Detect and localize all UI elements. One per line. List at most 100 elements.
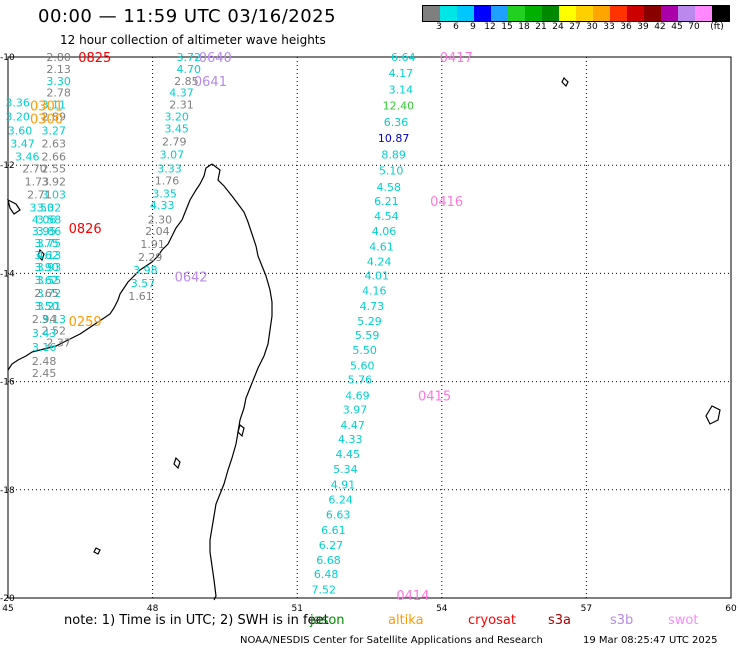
wave-height-label: 3.58 bbox=[37, 213, 62, 226]
wave-height-label: 3.27 bbox=[42, 125, 67, 138]
wave-height-label: 6.64 bbox=[391, 51, 416, 64]
wave-height-label: 3.45 bbox=[164, 122, 189, 135]
color-scale-tick: 30 bbox=[586, 22, 598, 32]
color-scale-swatch bbox=[593, 6, 610, 21]
wave-height-label: 4.33 bbox=[338, 433, 363, 446]
wave-height-label: 4.47 bbox=[340, 419, 365, 432]
y-tick-label: -14 bbox=[0, 269, 15, 279]
tromelin-island bbox=[561, 76, 569, 88]
pass-time-label: 0417 bbox=[440, 51, 473, 66]
pass-time-label: 0825 bbox=[78, 51, 111, 66]
wave-height-label: 4.73 bbox=[360, 300, 385, 313]
wave-height-label: 3.50 bbox=[34, 300, 59, 313]
generation-timestamp: 19 Mar 08:25:47 UTC 2025 bbox=[583, 635, 718, 646]
pass-time-label: 0301 bbox=[30, 100, 63, 115]
map-frame bbox=[7, 56, 732, 599]
footer-note: note: 1) Time is in UTC; 2) SWH is in fe… bbox=[64, 613, 329, 628]
y-tick-label: -18 bbox=[0, 486, 15, 496]
wave-height-label: 3.93 bbox=[37, 261, 62, 274]
wave-height-label: 3.90 bbox=[34, 261, 59, 274]
wave-height-label: 6.61 bbox=[321, 524, 346, 537]
x-tick-label: 48 bbox=[147, 604, 159, 614]
wave-height-label: 3.98 bbox=[133, 264, 158, 277]
wave-height-label: 4.24 bbox=[367, 255, 392, 268]
wave-height-label: 5.50 bbox=[352, 344, 377, 357]
wave-height-label: 10.87 bbox=[378, 132, 410, 145]
color-scale-swatch bbox=[576, 6, 593, 21]
color-scale-swatch bbox=[712, 6, 729, 21]
wave-height-label: 3.46 bbox=[15, 151, 40, 164]
wave-height-label: 4.54 bbox=[374, 210, 399, 223]
wave-height-label: 5.29 bbox=[357, 315, 382, 328]
color-scale-swatch bbox=[644, 6, 661, 21]
wave-height-label: 3.33 bbox=[157, 162, 182, 175]
pass-time-label: 0300 bbox=[30, 113, 63, 128]
wave-height-label: 3.30 bbox=[46, 75, 71, 88]
wave-height-label: 3.47 bbox=[10, 138, 35, 151]
wave-height-label: 4.61 bbox=[369, 240, 394, 253]
wave-height-label: 3.62 bbox=[34, 274, 59, 287]
wave-height-label: 2.70 bbox=[22, 162, 47, 175]
wave-height-label: 5.60 bbox=[350, 359, 375, 372]
color-scale-swatch bbox=[474, 6, 491, 21]
wave-height-label: 1.61 bbox=[128, 290, 153, 303]
color-scale-swatch bbox=[525, 6, 542, 21]
wave-height-label: 12.40 bbox=[383, 100, 415, 113]
color-scale-tick: 27 bbox=[569, 22, 581, 32]
wave-height-label: 1.73 bbox=[25, 175, 50, 188]
wave-height-label: 2.37 bbox=[46, 337, 71, 350]
color-scale-bar bbox=[422, 5, 730, 22]
color-scale-tick: 45 bbox=[671, 22, 683, 32]
color-scale-swatch bbox=[559, 6, 576, 21]
wave-height-label: 6.36 bbox=[384, 116, 409, 129]
wave-height-label: 6.48 bbox=[314, 568, 339, 581]
color-scale-tick: 6 bbox=[453, 22, 459, 32]
wave-height-label: 2.45 bbox=[32, 367, 57, 380]
wave-height-label: 6.63 bbox=[326, 509, 351, 522]
color-scale-swatch bbox=[610, 6, 627, 21]
color-scale-swatch bbox=[508, 6, 525, 21]
color-scale-tick: 36 bbox=[620, 22, 632, 32]
color-scale-tick: 39 bbox=[637, 22, 649, 32]
wave-height-label: 3.55 bbox=[37, 274, 62, 287]
pass-time-label: 0414 bbox=[396, 589, 429, 604]
pass-time-label: 0259 bbox=[69, 315, 102, 330]
islet-small bbox=[93, 547, 101, 555]
color-scale-swatch bbox=[440, 6, 457, 21]
wave-height-label: 3.36 bbox=[5, 96, 30, 109]
wave-height-label: 3.20 bbox=[164, 111, 189, 124]
y-tick-label: -20 bbox=[0, 594, 15, 604]
wave-height-label: 2.29 bbox=[138, 251, 163, 264]
bay-islet bbox=[173, 456, 181, 470]
color-scale-swatch bbox=[695, 6, 712, 21]
map-title: 00:00 — 11:59 UTC 03/16/2025 bbox=[38, 6, 337, 27]
x-tick-label: 57 bbox=[581, 604, 592, 614]
wave-height-label: 3.75 bbox=[37, 237, 62, 250]
x-tick-label: 51 bbox=[291, 604, 302, 614]
wave-height-label: 3.72 bbox=[177, 51, 202, 64]
pass-time-label: 0826 bbox=[69, 222, 102, 237]
wave-height-label: 4.01 bbox=[364, 270, 389, 283]
legend-item-cryosat: cryosat bbox=[468, 613, 516, 628]
map-subtitle: 12 hour collection of altimeter wave hei… bbox=[60, 33, 326, 47]
wave-height-label: 4.17 bbox=[389, 67, 414, 80]
wave-height-label: 4.06 bbox=[372, 225, 397, 238]
wave-height-label: 4.45 bbox=[336, 448, 361, 461]
color-scale-swatch bbox=[627, 6, 644, 21]
color-scale-tick: 24 bbox=[552, 22, 564, 32]
wave-height-label: 1.76 bbox=[155, 174, 180, 187]
wave-height-label: 2.13 bbox=[46, 63, 71, 76]
wave-height-label: 3.92 bbox=[42, 175, 67, 188]
wave-height-label: 2.79 bbox=[162, 135, 187, 148]
color-scale-tick: 12 bbox=[484, 22, 496, 32]
wave-height-label: 2.89 bbox=[42, 111, 67, 124]
wave-height-label: 3.03 bbox=[42, 188, 67, 201]
pass-time-label: 0642 bbox=[175, 271, 208, 286]
legend-item-s3a: s3a bbox=[548, 613, 572, 628]
wave-height-label: 2.66 bbox=[42, 151, 67, 164]
pass-time-label: 0640 bbox=[199, 51, 232, 66]
wave-height-label: 2.04 bbox=[145, 225, 170, 238]
axis-labels: 45 48 51 54 57 60 -10 -12 -14 -16 -18 -20 bbox=[0, 53, 737, 614]
